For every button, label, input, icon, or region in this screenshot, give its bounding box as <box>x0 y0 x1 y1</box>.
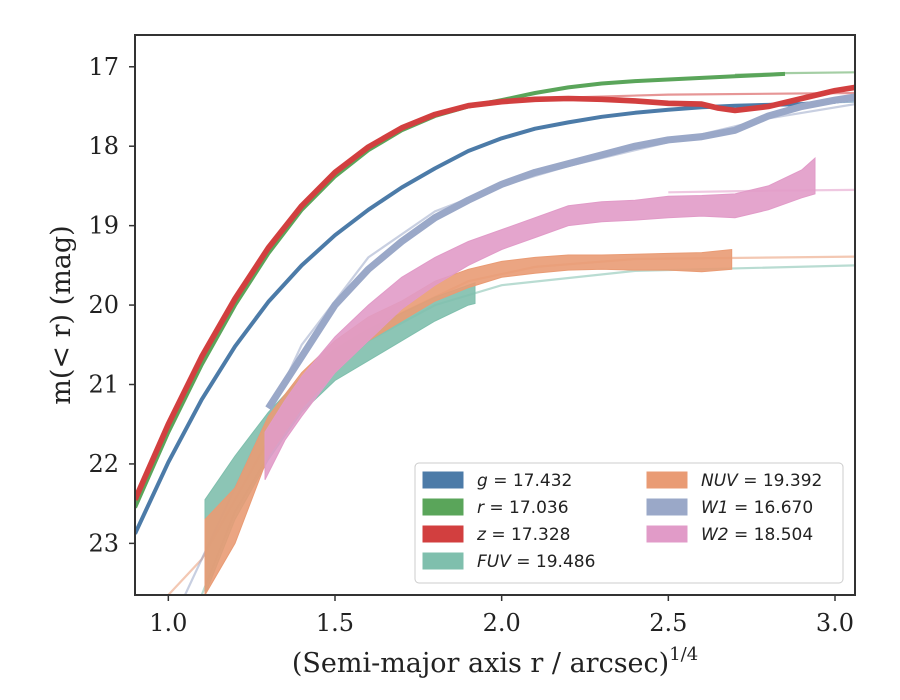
r-legend-swatch <box>422 498 464 516</box>
w1-profile-curve <box>265 93 855 411</box>
fuv-legend-swatch <box>422 552 464 570</box>
nuv-legend-swatch <box>646 471 688 489</box>
w1-legend-swatch <box>646 498 688 516</box>
g-profile-curve <box>135 96 855 535</box>
w2-legend-swatch <box>646 525 688 543</box>
y-axis-title: m(< r) (mag) <box>46 225 77 404</box>
plot-frame <box>134 34 856 596</box>
x-tick-label: 3.0 <box>816 609 854 637</box>
x-tick-label: 1.5 <box>316 609 354 637</box>
w2-profile-band <box>264 156 816 481</box>
y-tick-label: 19 <box>88 212 119 240</box>
x-axis-title: (Semi-major axis r / arcsec)1/4 <box>292 644 698 679</box>
z-profile-curve <box>135 84 855 501</box>
y-tick-label: 18 <box>88 132 119 160</box>
x-tick-label: 2.5 <box>649 609 687 637</box>
z-legend-swatch <box>422 525 464 543</box>
w1-legend-label: W1 = 16.670 <box>701 498 813 518</box>
x-axis: 1.0 1.5 2.0 2.5 3.0 <box>149 595 854 637</box>
y-tick-label: 23 <box>88 529 119 557</box>
g-legend-swatch <box>422 471 464 489</box>
y-tick-label: 20 <box>88 291 119 319</box>
legend: g = 17.432 r = 17.036 z = 17.328 FUV = 19.4… <box>414 462 844 584</box>
x-tick-label: 2.0 <box>483 609 521 637</box>
z-legend-label: z = 17.328 <box>476 525 570 545</box>
x-tick-label: 1.0 <box>149 609 187 637</box>
y-tick-label: 17 <box>88 53 119 81</box>
x-axis-title-exponent: 1/4 <box>669 644 698 665</box>
r-legend-label: r = 17.036 <box>477 498 569 518</box>
legend-box <box>414 462 844 584</box>
nuv-legend-label: NUV = 19.392 <box>701 471 822 491</box>
w2-legend-label: W2 = 18.504 <box>701 525 813 545</box>
y-axis: 17 18 19 20 21 22 23 <box>88 53 135 557</box>
data-curves <box>135 71 855 595</box>
g-legend-label: g = 17.432 <box>477 471 572 491</box>
y-tick-label: 22 <box>88 450 119 478</box>
fuv-legend-label: FUV = 19.486 <box>477 552 595 572</box>
y-tick-label: 21 <box>88 371 119 399</box>
